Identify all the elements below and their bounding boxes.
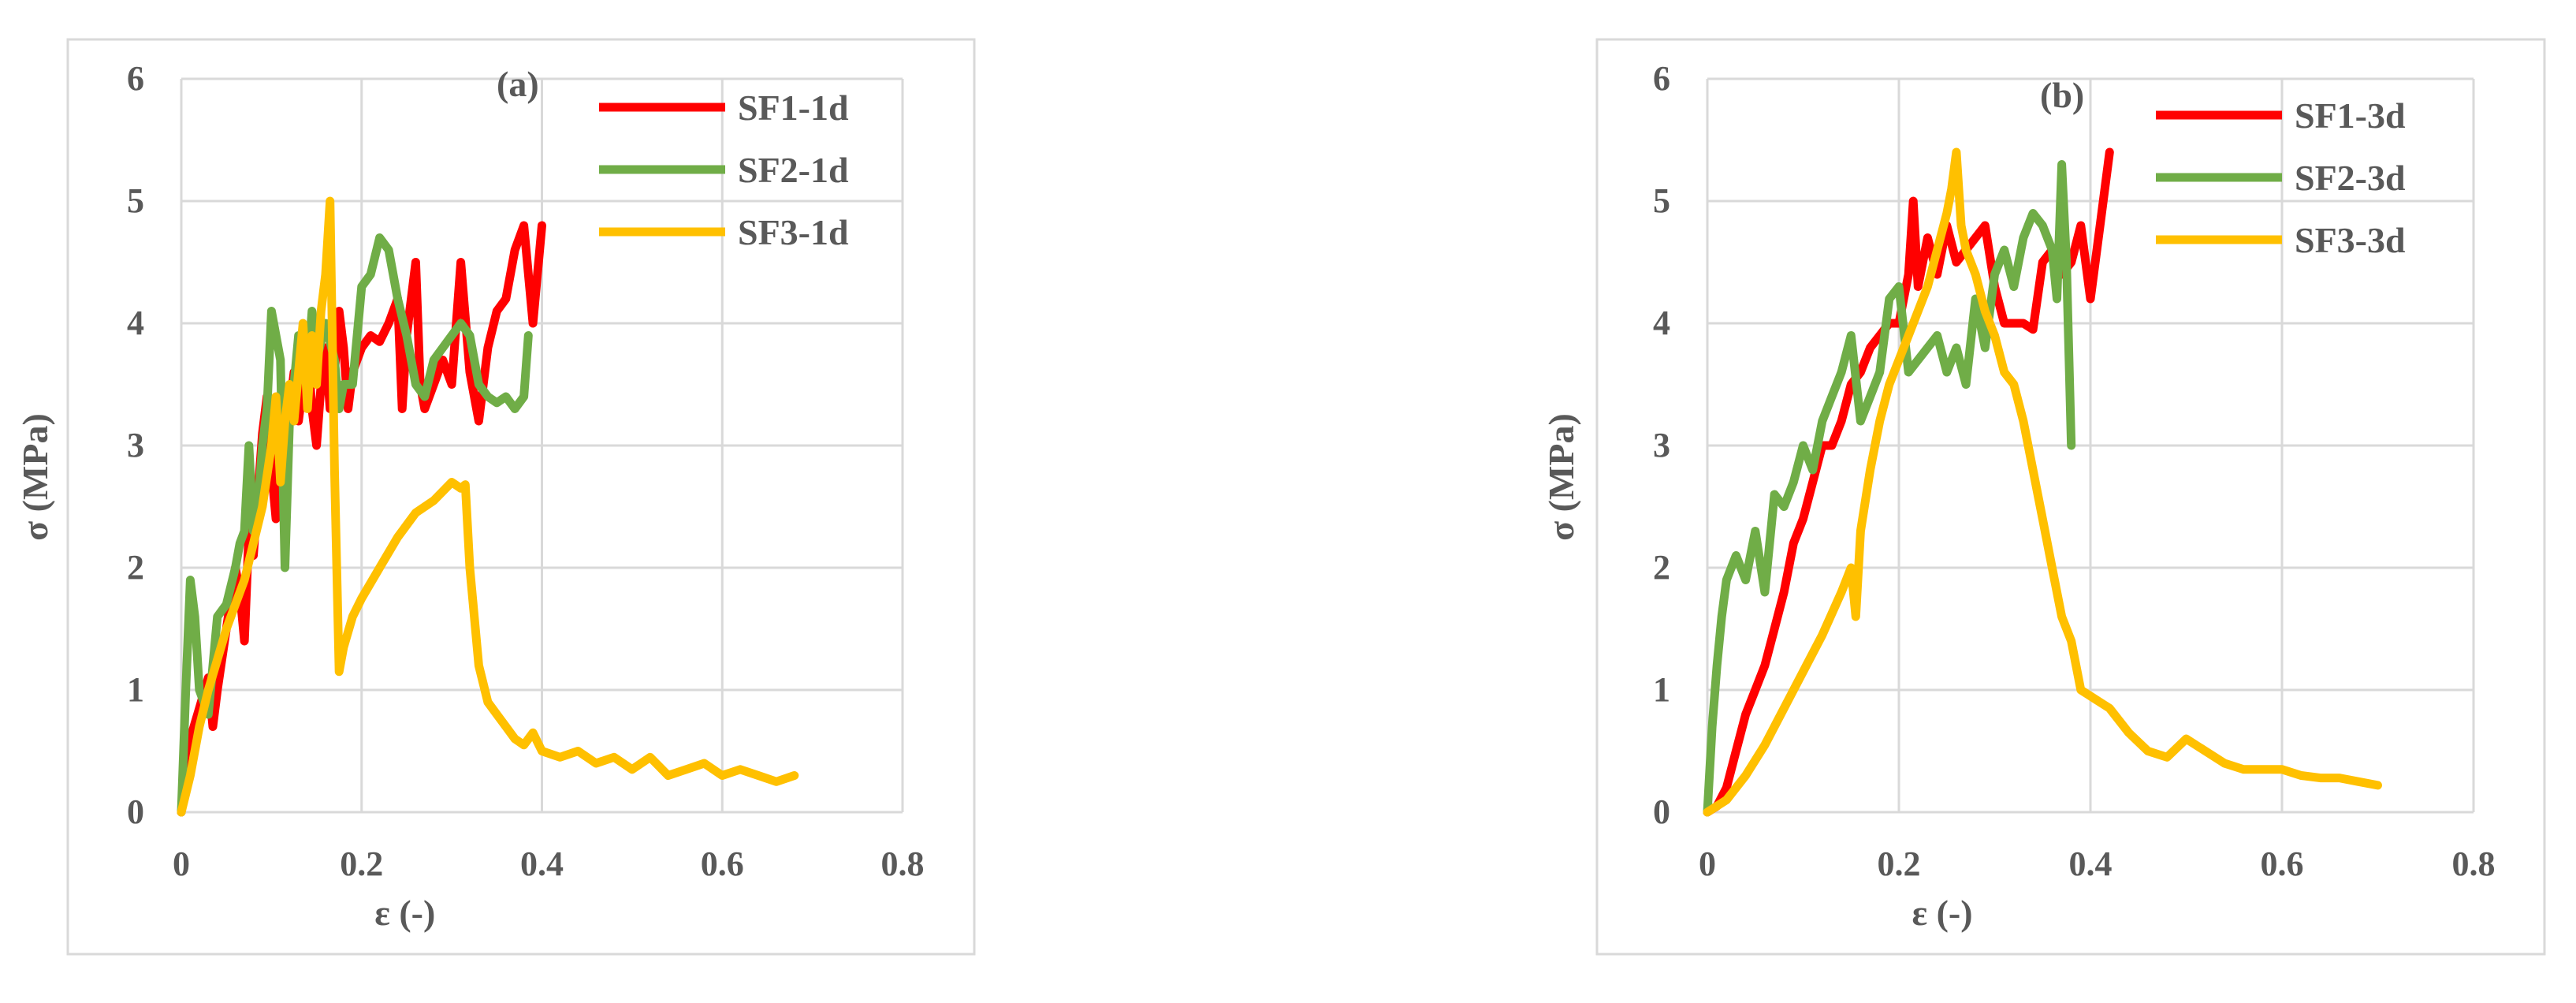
series-line-sf3-1d [177, 196, 799, 817]
chart-panel-1: 0 1 2 3 4 5 6 0 0.2 0.4 0.6 0.8 ε (-) σ (MPa) (b) SF1-3… [1541, 38, 2546, 956]
series-line-sf2-3d [1703, 160, 2076, 817]
x-axis-title: ε (-) [374, 893, 435, 933]
y-tick-label: 5 [127, 181, 144, 220]
x-tick-label: 0.6 [2261, 845, 2304, 883]
x-axis-title: ε (-) [1912, 893, 1972, 933]
y-tick-label: 3 [1653, 426, 1670, 464]
y-axis-title: σ (MPa) [15, 413, 55, 541]
chart-panel-0: 0 1 2 3 4 5 6 0 0.2 0.4 0.6 0.8 ε (-) σ (MPa) (a) SF1-1… [15, 38, 976, 956]
y-tick-label: 6 [127, 59, 144, 98]
legend-entry-label: SF2-1d [738, 150, 849, 190]
x-tick-label: 0 [1699, 845, 1716, 883]
y-tick-label: 5 [1653, 181, 1670, 220]
panel-frame [66, 38, 976, 956]
panel-annotation: (a) [497, 64, 539, 104]
y-tick-label: 2 [1653, 548, 1670, 587]
x-tick-label: 0.4 [2069, 845, 2113, 883]
y-tick-label: 1 [1653, 670, 1670, 709]
y-tick-label: 4 [1653, 304, 1670, 342]
x-tick-label: 0.8 [881, 845, 925, 883]
y-tick-label: 1 [127, 670, 144, 709]
x-tick-label: 0 [173, 845, 190, 883]
panel-frame [1595, 38, 2546, 956]
legend-entry-label: SF3-3d [2295, 220, 2406, 260]
legend-entry-label: SF1-1d [738, 88, 849, 128]
x-tick-label: 0.8 [2452, 845, 2496, 883]
y-axis-title: σ (MPa) [1541, 413, 1581, 541]
legend: SF1-3d SF2-3d SF3-3d [2156, 95, 2406, 260]
y-tick-label: 0 [1653, 792, 1670, 831]
legend: SF1-1d SF2-1d SF3-1d [599, 88, 849, 252]
x-tick-label: 0.2 [340, 845, 383, 883]
panel-annotation: (b) [2040, 75, 2084, 115]
x-tick-label: 0.4 [520, 845, 564, 883]
y-tick-label: 3 [127, 426, 144, 464]
legend-entry-label: SF2-3d [2295, 158, 2406, 198]
x-tick-label: 0.2 [1878, 845, 1921, 883]
y-tick-label: 2 [127, 548, 144, 587]
y-tick-label: 6 [1653, 59, 1670, 98]
legend-entry-label: SF3-1d [738, 212, 849, 252]
series-line-sf1-3d [1703, 147, 2114, 817]
legend-entry-label: SF1-3d [2295, 95, 2406, 136]
y-tick-label: 4 [127, 304, 144, 342]
y-tick-label: 0 [127, 792, 144, 831]
series-line-sf3-3d [1703, 147, 2382, 817]
x-tick-label: 0.6 [701, 845, 744, 883]
